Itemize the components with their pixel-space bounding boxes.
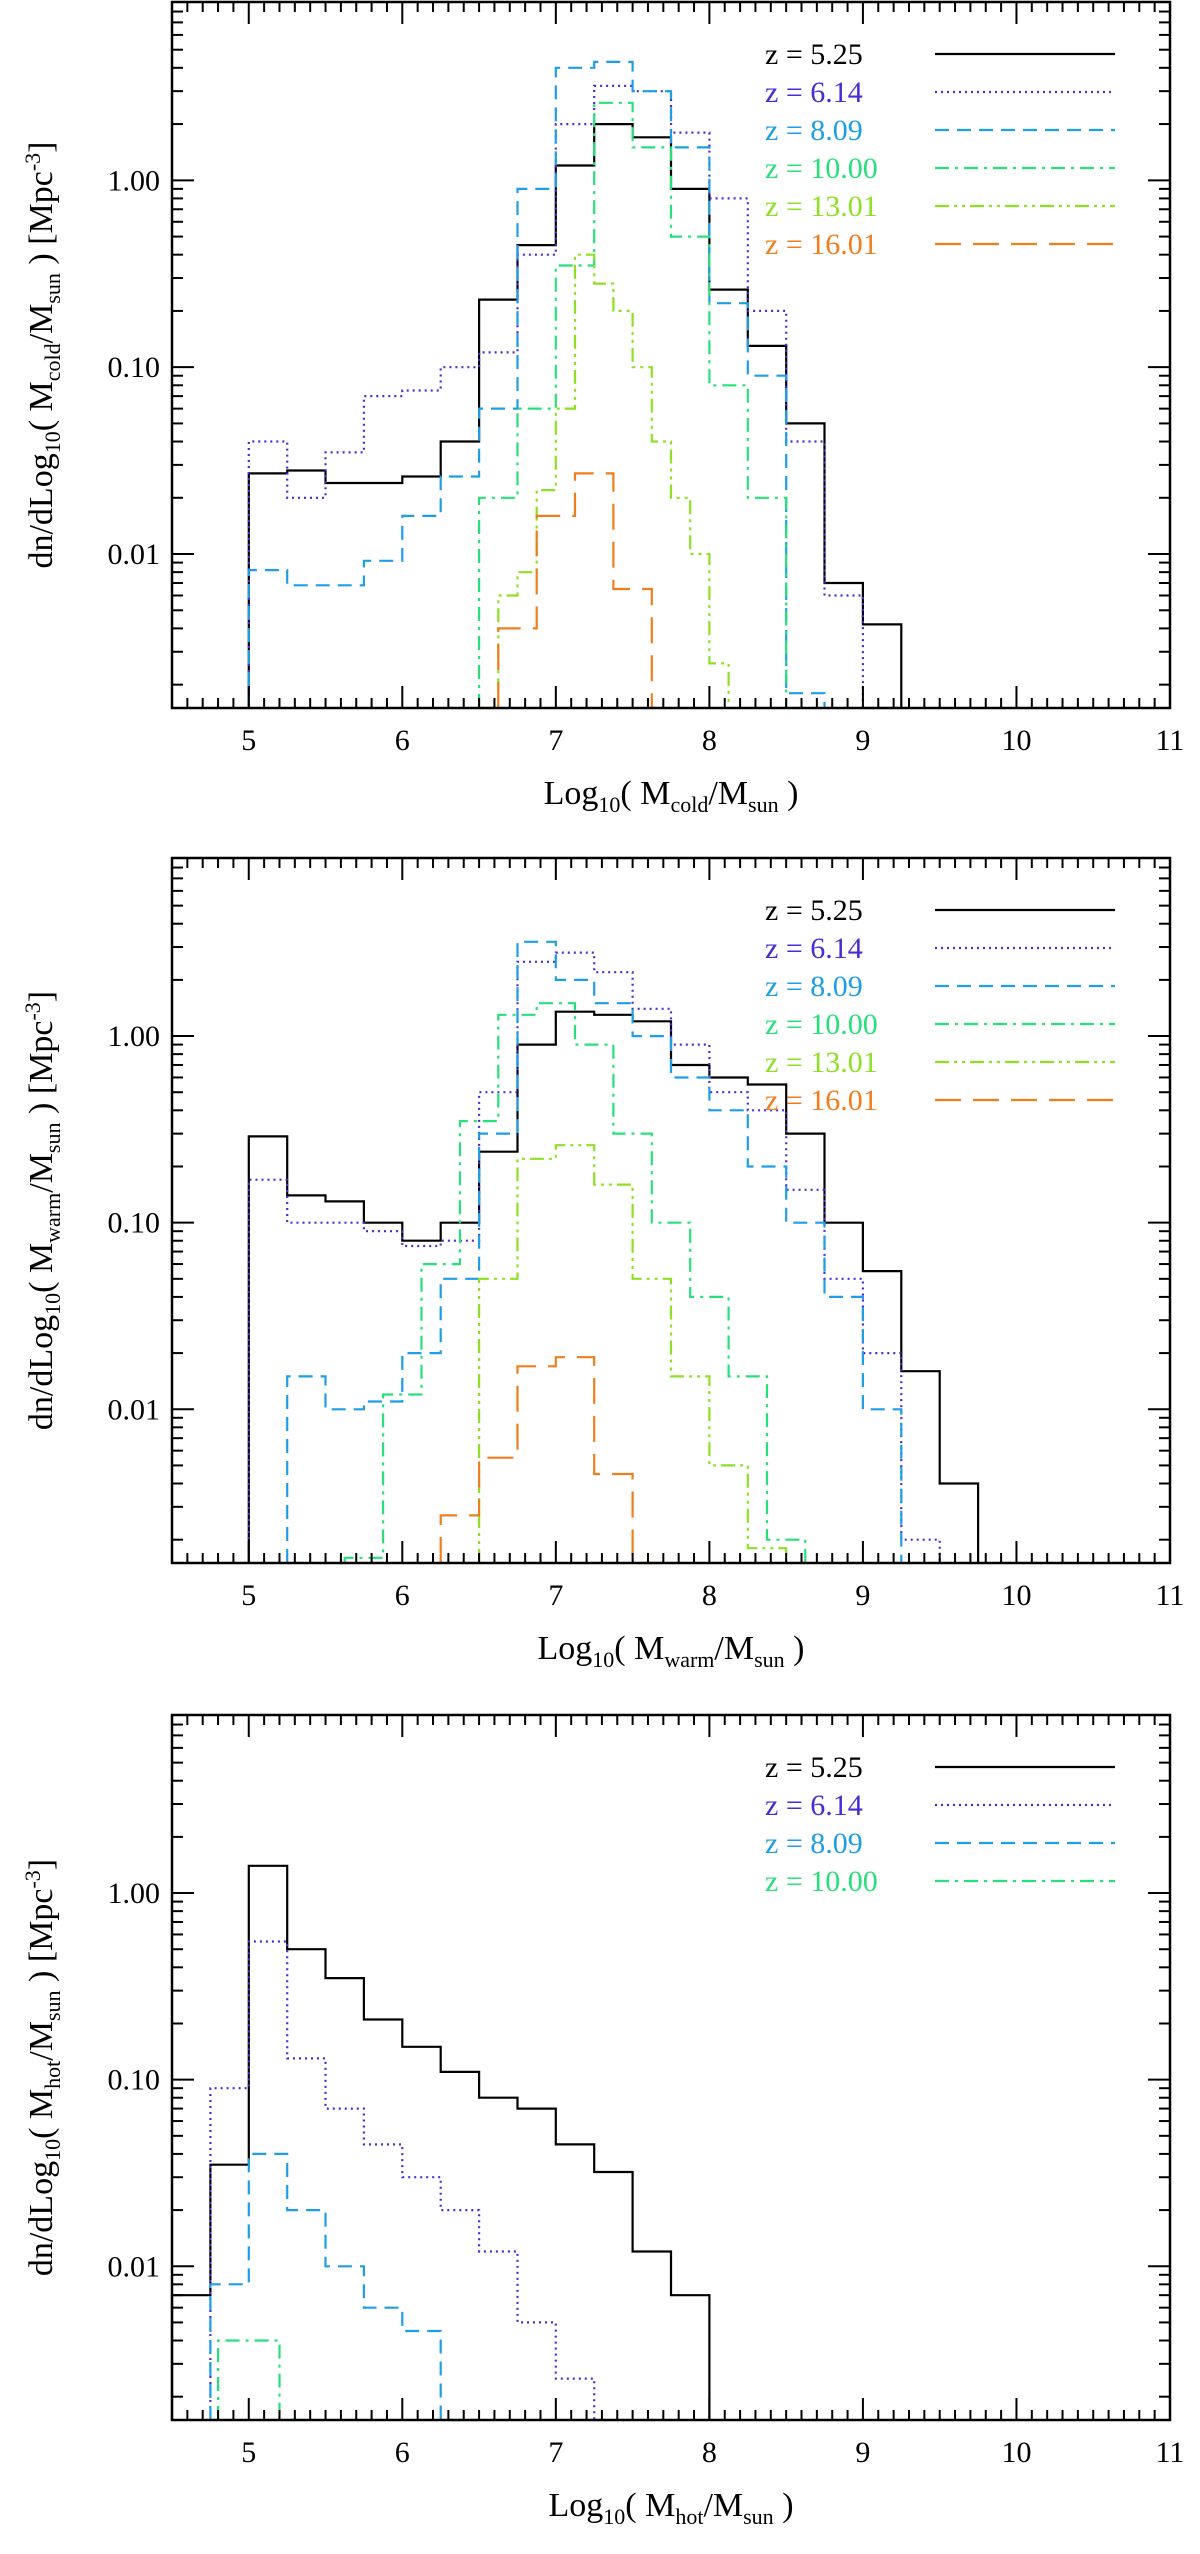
- series-line-3: [247, 60, 826, 708]
- chart-panel-2: 5 6 7 8 9 10 11 0.01 0.10 1.00 Log10( Mwarm/Msun )…: [20, 856, 1185, 1672]
- series-line-4: [343, 1002, 807, 1563]
- y-tick-label: 0.01: [108, 2250, 161, 2283]
- x-tick-label: 6: [395, 724, 410, 757]
- series-line-1: [170, 1864, 711, 2420]
- y-tick-label: 0.10: [108, 2064, 161, 2097]
- series-line-4: [478, 101, 788, 708]
- series-line-6: [439, 1356, 671, 1565]
- x-tick-label: 5: [241, 1579, 256, 1612]
- x-tick-label: 11: [1156, 724, 1185, 757]
- legend-label: z = 10.00: [765, 1865, 878, 1898]
- series-line-2: [247, 951, 941, 1563]
- series-line-3: [209, 2152, 480, 2422]
- legend-label: z = 16.01: [765, 228, 878, 261]
- series-line-5: [478, 1144, 788, 1563]
- chart-panel-1: 5 6 7 8 9 10 11 0.01 0.10 1.00 Log10( Mcold/Msun )…: [20, 0, 1185, 817]
- y-tick-label: 0.10: [108, 351, 161, 384]
- x-tick-label: 7: [548, 1579, 563, 1612]
- legend-label: z = 8.09: [765, 970, 863, 1003]
- series-line-2: [247, 84, 902, 710]
- x-axis-label: Log10( Mcold/Msun ): [544, 775, 799, 817]
- plot-frame: [170, 1713, 1172, 2422]
- series-line-1: [247, 123, 903, 708]
- y-tick-label: 0.01: [108, 538, 161, 571]
- legend-label: z = 5.25: [765, 38, 863, 71]
- series-line-1: [247, 1010, 980, 1563]
- series-line-5: [479, 253, 730, 710]
- series-line-2: [209, 1940, 633, 2422]
- y-tick-label: 1.00: [108, 1020, 161, 1053]
- legend-label: z = 10.00: [765, 152, 878, 185]
- series-line-3: [286, 940, 903, 1563]
- legend-label: z = 8.09: [765, 1827, 863, 1860]
- x-tick-label: 7: [548, 2436, 563, 2469]
- x-tick-label: 9: [855, 1579, 870, 1612]
- legend-label: z = 5.25: [765, 894, 863, 927]
- x-tick-label: 8: [702, 1579, 717, 1612]
- y-tick-label: 1.00: [108, 1877, 161, 1910]
- plot-frame: [170, 0, 1172, 710]
- x-tick-label: 5: [241, 724, 256, 757]
- x-tick-label: 11: [1156, 2436, 1185, 2469]
- y-axis-label: dn/dLog10( Mcold/Msun ) [Mpc-3]: [20, 141, 65, 568]
- x-tick-label: 10: [1001, 1579, 1031, 1612]
- x-axis-label: Log10( Mwarm/Msun ): [537, 1630, 804, 1672]
- series-line-4: [217, 2339, 311, 2422]
- legend-label: z = 6.14: [765, 1789, 863, 1822]
- plot-frame: [170, 856, 1172, 1565]
- legend-label: z = 6.14: [765, 932, 863, 965]
- x-tick-label: 10: [1001, 724, 1031, 757]
- x-tick-label: 7: [548, 724, 563, 757]
- legend-label: z = 10.00: [765, 1008, 878, 1041]
- legend-label: z = 5.25: [765, 1751, 863, 1784]
- y-tick-label: 1.00: [108, 164, 161, 197]
- x-tick-label: 8: [702, 2436, 717, 2469]
- series-line-6: [497, 472, 653, 708]
- y-tick-label: 0.01: [108, 1393, 161, 1426]
- y-tick-label: 0.10: [108, 1207, 161, 1240]
- x-tick-label: 9: [855, 724, 870, 757]
- legend-label: z = 16.01: [765, 1084, 878, 1117]
- y-axis-label: dn/dLog10( Mwarm/Msun ) [Mpc-3]: [20, 991, 65, 1430]
- x-tick-label: 6: [395, 2436, 410, 2469]
- legend: z = 5.25 z = 6.14 z = 8.09 z = 10.00: [765, 1751, 1115, 1898]
- x-tick-label: 11: [1156, 1579, 1185, 1612]
- legend-label: z = 8.09: [765, 114, 863, 147]
- legend-label: z = 6.14: [765, 76, 863, 109]
- legend: z = 5.25 z = 6.14 z = 8.09 z = 10.00 z = 13.…: [765, 38, 1115, 261]
- x-tick-label: 10: [1001, 2436, 1031, 2469]
- x-tick-label: 5: [241, 2436, 256, 2469]
- legend-label: z = 13.01: [765, 1046, 878, 1079]
- x-axis-label: Log10( Mhot/Msun ): [548, 2487, 793, 2529]
- x-tick-label: 6: [395, 1579, 410, 1612]
- x-tick-label: 8: [702, 724, 717, 757]
- legend: z = 5.25 z = 6.14 z = 8.09 z = 10.00 z = 13.…: [765, 894, 1115, 1117]
- legend-label: z = 13.01: [765, 190, 878, 223]
- x-tick-label: 9: [855, 2436, 870, 2469]
- y-axis-label: dn/dLog10( Mhot/Msun ) [Mpc-3]: [20, 1859, 65, 2276]
- chart-panel-3: 5 6 7 8 9 10 11 0.01 0.10 1.00 Log10( Mhot/Msun ) d…: [20, 1713, 1185, 2529]
